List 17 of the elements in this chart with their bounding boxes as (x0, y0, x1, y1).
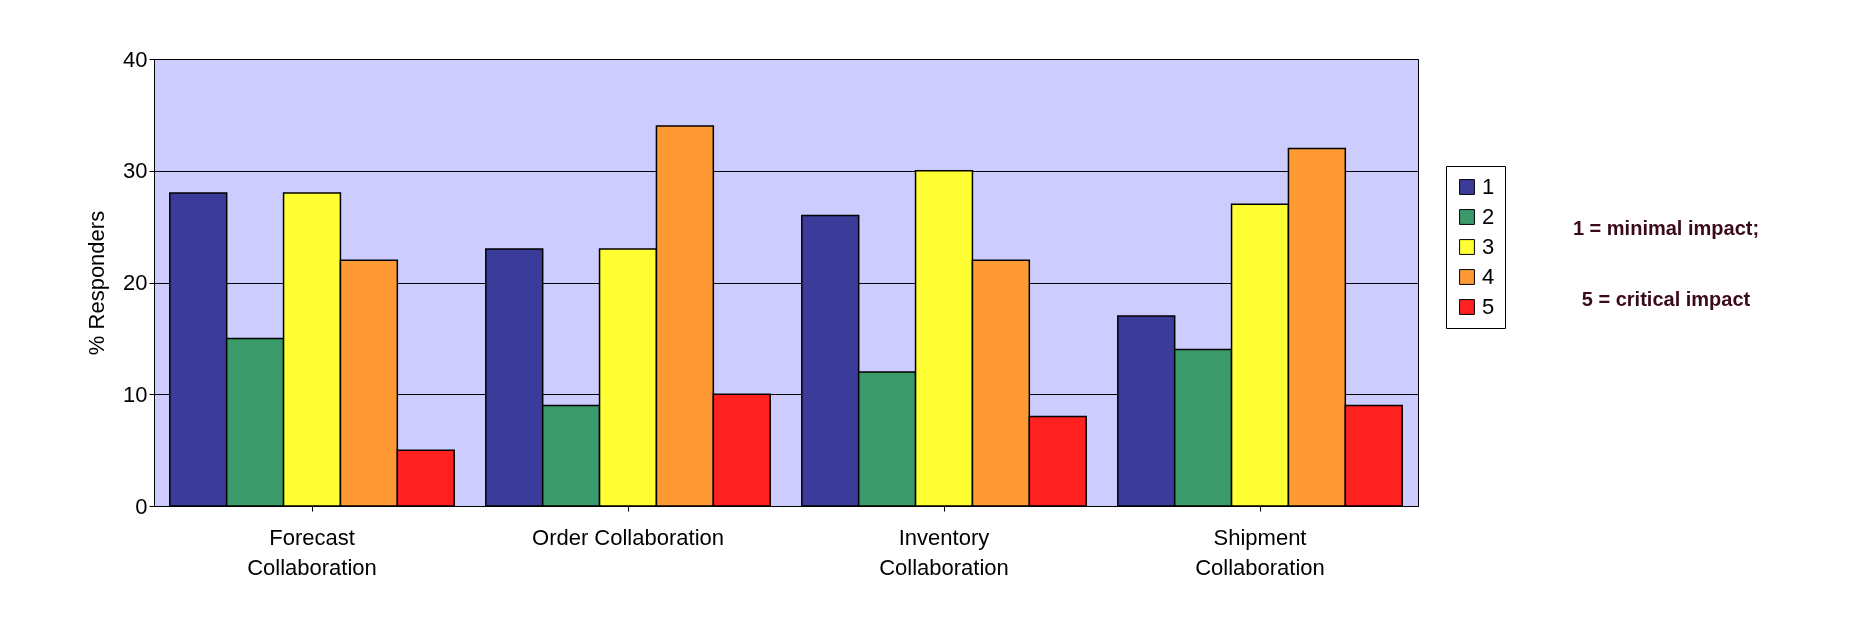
y-axis-title: % Responders (84, 210, 110, 356)
legend-label: 2 (1482, 204, 1495, 229)
y-tick-label: 20 (123, 270, 148, 295)
y-tick-label: 40 (123, 46, 148, 72)
y-tick-label: 0 (135, 493, 148, 519)
legend-label: 1 (1482, 174, 1495, 199)
x-tick-label: Inventory Collaboration (879, 524, 1009, 580)
text: 1 = minimal impact; (1572, 217, 1760, 239)
legend-label: 4 (1482, 264, 1495, 289)
y-tick-label: 30 (123, 158, 148, 184)
legend-label: 5 (1482, 294, 1495, 319)
text: 5 = critical impact (1581, 288, 1751, 310)
x-tick-label: Forecast Collaboration (247, 524, 377, 580)
y-tick-label: 10 (123, 381, 148, 407)
x-tick-label: Order Collaboration (532, 524, 724, 550)
legend-label: 3 (1482, 234, 1495, 259)
x-tick-label: Shipment Collaboration (1195, 524, 1325, 580)
